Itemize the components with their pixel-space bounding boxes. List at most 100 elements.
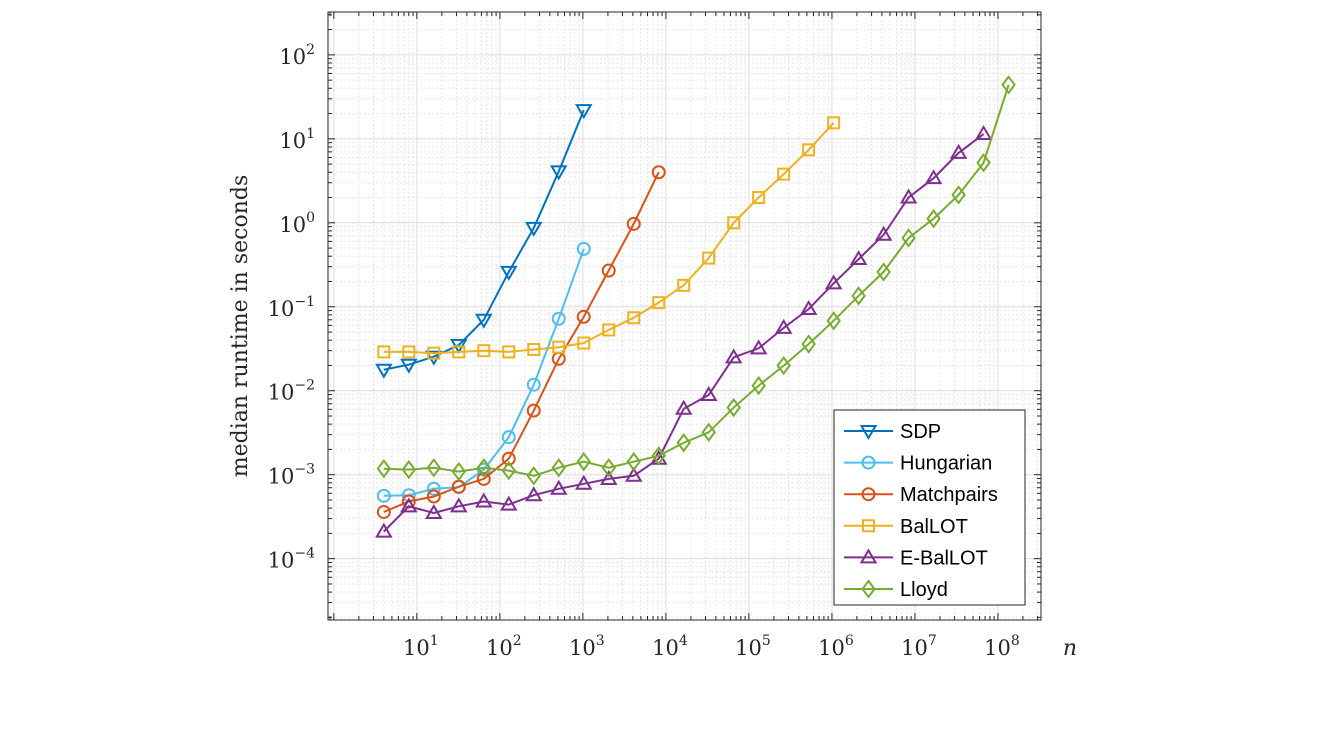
data-point bbox=[724, 348, 743, 364]
data-point bbox=[375, 363, 393, 379]
series-matchpairs bbox=[376, 165, 666, 519]
data-point bbox=[899, 188, 918, 204]
data-point bbox=[527, 342, 541, 356]
data-point bbox=[576, 241, 591, 256]
data-point bbox=[375, 522, 393, 538]
data-point bbox=[827, 116, 841, 130]
data-point bbox=[949, 143, 968, 159]
legend-marker bbox=[861, 455, 876, 470]
data-point bbox=[702, 251, 716, 265]
data-point bbox=[525, 221, 543, 237]
data-point bbox=[501, 430, 516, 445]
data-point bbox=[526, 403, 541, 418]
series-line bbox=[383, 122, 835, 355]
series-group bbox=[375, 75, 1016, 538]
data-point bbox=[676, 433, 691, 453]
data-point bbox=[599, 469, 618, 485]
data-point bbox=[799, 300, 818, 316]
data-point bbox=[476, 458, 492, 478]
x-axis-label: n bbox=[1063, 636, 1077, 661]
data-point bbox=[576, 309, 591, 324]
data-point bbox=[376, 504, 391, 519]
data-point bbox=[976, 153, 991, 173]
data-point bbox=[376, 488, 391, 503]
data-point bbox=[699, 385, 718, 401]
x-tick-label: 105 bbox=[735, 633, 771, 660]
plot-frame bbox=[327, 11, 1042, 621]
data-point bbox=[652, 296, 666, 310]
data-point bbox=[500, 495, 518, 511]
x-tick-label: 104 bbox=[652, 633, 688, 660]
data-point bbox=[627, 311, 641, 325]
data-point bbox=[752, 191, 766, 205]
legend-box bbox=[833, 409, 1026, 606]
series-lloyd bbox=[376, 75, 1016, 486]
data-point bbox=[552, 340, 566, 354]
data-point bbox=[951, 185, 966, 205]
series-line bbox=[383, 133, 985, 533]
series-line bbox=[383, 84, 1010, 477]
legend-item: Matchpairs bbox=[844, 484, 998, 506]
data-point bbox=[402, 345, 416, 359]
legend-item: E-BalLOT bbox=[844, 547, 988, 569]
x-tick-label: 102 bbox=[486, 633, 522, 660]
data-point bbox=[427, 346, 441, 360]
data-point bbox=[577, 336, 591, 350]
legend-item: Hungarian bbox=[844, 453, 992, 475]
data-point bbox=[475, 492, 493, 508]
data-point bbox=[476, 471, 491, 486]
data-point bbox=[774, 318, 793, 334]
data-point bbox=[526, 466, 542, 486]
data-point bbox=[876, 262, 891, 282]
data-point bbox=[551, 458, 567, 478]
data-point bbox=[777, 167, 791, 181]
legend-item: SDP bbox=[844, 421, 941, 443]
legend-item: BalLOT bbox=[844, 516, 968, 538]
x-tick-label: 103 bbox=[569, 633, 605, 660]
data-point bbox=[452, 345, 466, 359]
data-point bbox=[727, 216, 741, 230]
series-line bbox=[383, 109, 585, 371]
legend-item: Lloyd bbox=[844, 579, 948, 601]
data-point bbox=[400, 358, 418, 374]
data-point bbox=[601, 263, 616, 278]
legend-marker bbox=[859, 548, 878, 564]
data-point bbox=[1001, 75, 1016, 95]
data-point bbox=[426, 458, 442, 478]
y-tick-label: 10−2 bbox=[268, 378, 315, 405]
data-point bbox=[924, 169, 943, 185]
data-point bbox=[475, 313, 493, 329]
y-tick-label: 102 bbox=[279, 42, 315, 69]
y-tick-label: 10−3 bbox=[268, 462, 315, 489]
y-tick-label: 10−1 bbox=[268, 294, 315, 321]
legend-label: Matchpairs bbox=[900, 484, 998, 506]
data-point bbox=[401, 459, 417, 480]
y-tick-label: 100 bbox=[279, 210, 315, 237]
data-point bbox=[801, 334, 816, 354]
series-line bbox=[383, 248, 585, 497]
data-point bbox=[576, 451, 592, 472]
data-point bbox=[802, 143, 816, 157]
legend-marker bbox=[859, 425, 878, 440]
data-point bbox=[500, 265, 518, 281]
data-point bbox=[674, 399, 693, 415]
data-point bbox=[525, 486, 543, 502]
series-line bbox=[383, 171, 660, 513]
data-point bbox=[651, 446, 666, 466]
legend-label: Lloyd bbox=[900, 579, 948, 601]
data-point bbox=[551, 311, 566, 326]
data-point bbox=[726, 397, 741, 418]
data-point bbox=[677, 278, 691, 292]
data-point bbox=[751, 375, 766, 396]
data-point bbox=[626, 451, 641, 472]
data-point bbox=[602, 323, 616, 337]
data-point bbox=[575, 104, 593, 120]
data-point bbox=[550, 479, 568, 495]
data-point bbox=[425, 503, 443, 519]
x-tick-label: 108 bbox=[984, 633, 1020, 660]
x-tick-label: 107 bbox=[901, 633, 937, 660]
data-point bbox=[575, 474, 593, 490]
y-tick-label: 101 bbox=[279, 126, 315, 153]
data-point bbox=[851, 286, 866, 306]
